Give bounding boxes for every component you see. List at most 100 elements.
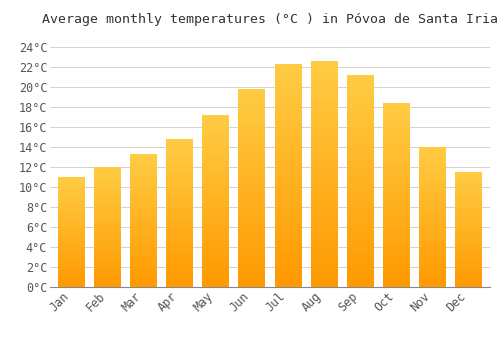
Bar [455,227,482,228]
Bar [238,153,266,155]
Bar [130,268,158,269]
Bar [166,152,194,153]
Bar [238,216,266,217]
Bar [166,160,194,161]
Bar [58,199,85,200]
Bar [455,281,482,282]
Bar [346,216,374,218]
Bar [238,105,266,106]
Bar [310,86,338,88]
Bar [346,245,374,246]
Bar [274,90,301,92]
Bar [274,250,301,251]
Bar [238,141,266,143]
Bar [238,189,266,190]
Bar [58,256,85,257]
Bar [58,206,85,207]
Bar [166,241,194,243]
Bar [58,257,85,258]
Bar [455,277,482,278]
Bar [346,154,374,155]
Bar [166,253,194,254]
Bar [94,245,121,246]
Bar [419,175,446,176]
Bar [455,236,482,237]
Bar [58,184,85,185]
Bar [346,225,374,226]
Bar [202,115,230,116]
Bar [130,209,158,210]
Bar [346,249,374,250]
Bar [455,272,482,273]
Bar [382,120,410,121]
Bar [94,251,121,252]
Bar [130,155,158,156]
Bar [382,232,410,233]
Bar [274,82,301,83]
Bar [238,190,266,192]
Bar [274,65,301,66]
Bar [166,200,194,201]
Bar [202,234,230,235]
Bar [58,214,85,215]
Bar [202,147,230,148]
Bar [58,198,85,199]
Bar [238,193,266,194]
Bar [455,251,482,252]
Bar [166,232,194,233]
Bar [202,150,230,152]
Bar [382,138,410,140]
Bar [274,138,301,140]
Bar [310,255,338,257]
Bar [382,237,410,238]
Bar [58,240,85,241]
Bar [310,243,338,245]
Bar [94,226,121,227]
Bar [94,185,121,186]
Bar [130,212,158,213]
Bar [382,106,410,107]
Bar [58,222,85,223]
Bar [310,234,338,236]
Bar [166,251,194,252]
Bar [166,183,194,184]
Bar [238,128,266,130]
Bar [455,216,482,217]
Bar [130,271,158,272]
Bar [274,140,301,141]
Bar [382,217,410,218]
Bar [382,107,410,109]
Bar [94,267,121,268]
Bar [238,251,266,253]
Bar [166,202,194,203]
Bar [274,123,301,125]
Bar [238,267,266,268]
Bar [94,208,121,209]
Bar [94,218,121,219]
Bar [310,224,338,225]
Bar [274,214,301,216]
Bar [455,279,482,280]
Bar [130,183,158,184]
Bar [419,238,446,239]
Bar [166,272,194,273]
Bar [202,166,230,168]
Bar [94,274,121,275]
Bar [166,276,194,277]
Bar [419,170,446,171]
Bar [202,272,230,273]
Bar [419,250,446,251]
Bar [238,248,266,250]
Bar [94,210,121,211]
Bar [238,233,266,234]
Bar [346,194,374,195]
Bar [346,174,374,175]
Bar [202,179,230,180]
Bar [202,184,230,185]
Bar [58,224,85,225]
Bar [238,238,266,239]
Bar [419,264,446,265]
Bar [346,158,374,160]
Bar [455,241,482,242]
Bar [274,201,301,202]
